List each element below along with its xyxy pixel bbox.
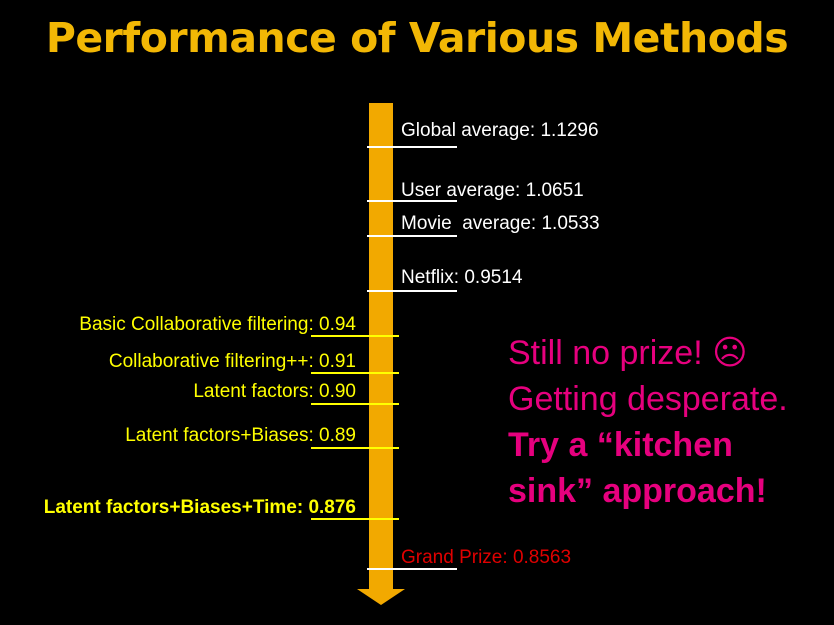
movie-average-label: Movie average: 1.0533 [401, 213, 600, 235]
marker-value: 0.91 [319, 351, 356, 372]
marker-value: 1.0651 [525, 180, 584, 201]
latent-biases-label: Latent factors+Biases: 0.89 [125, 425, 356, 447]
marker-value: 0.94 [319, 314, 356, 335]
marker-name: Latent factors: [193, 381, 314, 402]
marker-value: 0.8563 [512, 547, 572, 568]
message-line-1: Still no prize! ☹ [508, 334, 748, 372]
arrow-shaft [369, 103, 393, 589]
marker-name: Latent factors+Biases+Time: [43, 497, 304, 518]
netflix-label: Netflix: 0.9514 [401, 267, 522, 289]
user-average-label: User average: 1.0651 [401, 180, 584, 202]
marker-name: Latent factors+Biases: [125, 425, 314, 446]
cf-plus-label: Collaborative filtering++: 0.91 [109, 351, 356, 373]
marker-value: 0.90 [319, 381, 356, 402]
global-average-label: Global average: 1.1296 [401, 120, 599, 142]
marker-name: User average: [401, 180, 521, 201]
marker-name: Movie average: [401, 213, 537, 234]
marker-value: 0.876 [308, 497, 356, 518]
marker-name: Netflix: [401, 267, 460, 288]
message-line-2: Getting desperate. [508, 380, 788, 418]
marker-value: 1.0533 [541, 213, 600, 234]
grand-prize-label: Grand Prize: 0.8563 [401, 547, 571, 569]
status-message: Still no prize! ☹ Getting desperate. Try… [508, 330, 788, 514]
marker-value: 0.9514 [464, 267, 523, 288]
marker-name: Collaborative filtering++: [108, 351, 314, 372]
page-title: Performance of Various Methods [45, 14, 789, 62]
arrow-head [357, 589, 405, 605]
marker-name: Global average: [401, 120, 536, 141]
message-line-4: sink” approach! [508, 472, 767, 510]
message-line-3: Try a “kitchen [508, 426, 733, 464]
marker-name: Grand Prize: [401, 547, 508, 568]
marker-value: 1.1296 [540, 120, 599, 141]
latent-factors-label: Latent factors: 0.90 [193, 381, 356, 403]
latent-biases-time-label: Latent factors+Biases+Time: 0.876 [44, 497, 356, 519]
marker-name: Basic Collaborative filtering: [79, 314, 314, 335]
basic-cf-label: Basic Collaborative filtering: 0.94 [79, 314, 356, 336]
marker-value: 0.89 [319, 425, 356, 446]
